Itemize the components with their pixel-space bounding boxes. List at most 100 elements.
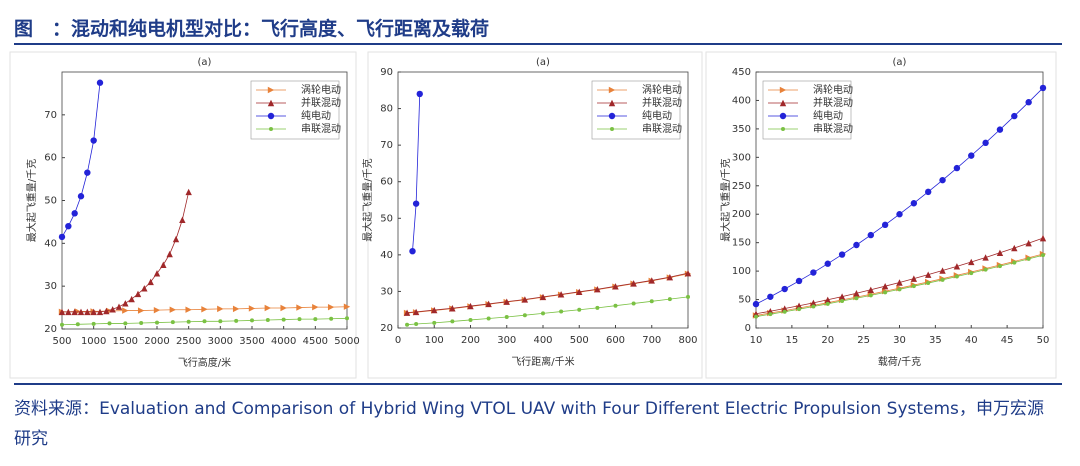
marker [612, 283, 619, 290]
marker [265, 318, 270, 323]
marker [65, 223, 72, 230]
marker [868, 293, 873, 298]
x-tick-label: 600 [606, 335, 625, 346]
legend-label: 并联混动 [642, 96, 682, 109]
y-tick-label: 250 [732, 181, 751, 192]
marker [107, 321, 112, 326]
marker [982, 139, 989, 147]
marker [983, 267, 988, 272]
marker [416, 90, 423, 98]
marker [65, 308, 72, 316]
y-tick-label: 350 [732, 124, 751, 135]
marker [926, 281, 931, 286]
marker [854, 296, 859, 301]
marker [186, 319, 191, 324]
marker [781, 305, 788, 312]
marker [503, 298, 510, 305]
marker [248, 305, 256, 312]
marker [232, 305, 240, 313]
marker [608, 99, 616, 107]
marker [155, 320, 159, 325]
marker [109, 306, 116, 313]
marker [838, 293, 846, 300]
y-tick-label: 20 [44, 324, 57, 335]
marker [128, 295, 135, 303]
marker [953, 263, 961, 270]
marker [954, 274, 959, 279]
x-tick-label: 1000 [81, 336, 106, 347]
marker [1026, 256, 1031, 261]
marker [521, 296, 529, 303]
marker [824, 260, 831, 267]
marker [810, 299, 817, 307]
marker [202, 319, 207, 324]
marker [752, 310, 760, 317]
marker [139, 321, 144, 326]
marker [781, 127, 785, 131]
marker [996, 249, 1004, 256]
marker [779, 86, 787, 94]
marker [166, 250, 173, 258]
legend-label: 涡轮电动 [642, 83, 682, 96]
marker [577, 307, 582, 312]
x-tick-label: 200 [461, 335, 480, 346]
marker [797, 307, 802, 312]
marker [811, 304, 816, 309]
x-tick-label: 800 [678, 335, 697, 346]
marker [96, 79, 104, 86]
y-tick-label: 70 [44, 110, 57, 121]
marker [179, 216, 186, 223]
marker [767, 293, 774, 300]
x-tick-label: 100 [425, 335, 444, 346]
y-axis-label: 最大起飞重量/千克 [719, 158, 732, 241]
marker [595, 305, 600, 310]
marker [267, 86, 275, 94]
marker [296, 304, 303, 311]
marker [185, 188, 192, 196]
marker [782, 309, 787, 314]
y-tick-label: 60 [380, 177, 393, 188]
legend-label: 纯电动 [813, 109, 843, 122]
marker [649, 299, 654, 304]
x-tick-label: 4000 [271, 336, 296, 347]
marker [686, 294, 690, 299]
marker [824, 296, 831, 303]
x-tick-label: 10 [750, 335, 763, 346]
marker [1025, 239, 1032, 247]
legend-label: 并联混动 [301, 96, 341, 109]
marker [608, 112, 616, 120]
marker [60, 322, 64, 327]
x-tick-label: 3500 [239, 336, 264, 347]
x-tick-label: 500 [570, 335, 589, 346]
marker [77, 308, 85, 316]
marker [172, 235, 180, 243]
marker [768, 312, 773, 317]
x-tick-label: 300 [497, 335, 516, 346]
marker [345, 316, 349, 321]
marker [752, 300, 760, 308]
x-tick-label: 700 [642, 335, 661, 346]
marker [486, 316, 491, 321]
marker [754, 314, 758, 319]
marker [997, 264, 1002, 269]
legend-label: 并联混动 [813, 96, 853, 109]
marker [840, 299, 845, 304]
marker [557, 291, 565, 298]
marker [450, 319, 455, 324]
y-tick-label: 100 [732, 266, 751, 277]
y-tick-label: 60 [44, 153, 57, 164]
marker [58, 308, 66, 316]
marker [218, 319, 223, 324]
marker [939, 176, 946, 184]
y-tick-label: 40 [44, 238, 57, 249]
marker [1011, 244, 1018, 252]
marker [853, 241, 860, 249]
marker [134, 290, 142, 298]
x-tick-label: 50 [1037, 335, 1050, 346]
legend-label: 涡轮电动 [301, 83, 341, 96]
marker [75, 322, 80, 327]
x-tick-label: 20 [821, 335, 834, 346]
legend-label: 串联混动 [642, 123, 682, 135]
marker [867, 231, 874, 239]
x-tick-label: 5000 [334, 336, 359, 347]
